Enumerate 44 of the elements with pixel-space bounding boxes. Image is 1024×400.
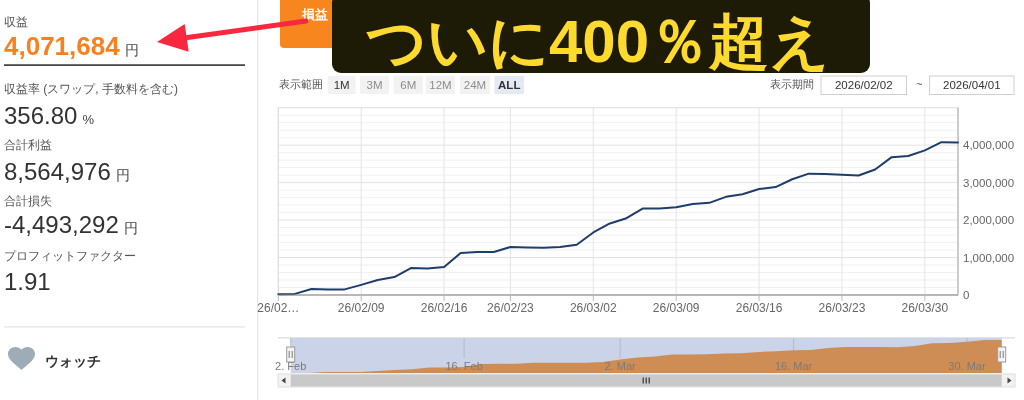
x-tick-label: 26/03/09 (652, 301, 700, 315)
text: 8,564,976 (4, 158, 111, 185)
x-tick-label: 26/03/30 (901, 301, 949, 315)
x-tick-label: 2. Feb (275, 360, 307, 372)
text: 円 (124, 42, 139, 58)
x-tick-label: 26/02/16 (420, 301, 468, 315)
text: 収益 (4, 15, 28, 29)
text: ついに400％超え (365, 8, 831, 75)
text: % (82, 112, 95, 127)
x-tick-label: 26/03/02 (569, 301, 617, 315)
text: ~ (916, 78, 923, 90)
x-tick-label: 16. Mar (774, 360, 813, 372)
x-tick-label: 26/03/16 (735, 301, 783, 315)
x-tick-label: 2. Mar (604, 360, 637, 372)
x-tick-label: 26/02… (257, 301, 300, 315)
text: 1M (333, 78, 350, 91)
x-tick-label: 26/03/23 (818, 301, 866, 315)
x-tick-label: 26/02/23 (487, 301, 535, 315)
line-series (277, 141, 959, 296)
text: 合計利益 (4, 138, 52, 152)
text: 2026/02/02 (834, 79, 893, 91)
text: ウォッチ (45, 353, 101, 369)
text: 2026/04/01 (943, 79, 1001, 91)
text: 6M (400, 78, 417, 91)
x-tick-label: 30. Mar (948, 360, 986, 372)
text: -4,493,292 (4, 211, 119, 238)
text: 円 (123, 220, 138, 236)
y-tick-label: 1,000,000 (963, 251, 1015, 264)
text: 表示範囲 (279, 78, 323, 90)
text: 収益率 (スワップ, 手数料を含む) (4, 82, 178, 96)
text: 円 (115, 167, 130, 183)
y-tick-label: 3,000,000 (963, 176, 1015, 189)
text: プロフィットファクター (4, 249, 136, 263)
y-tick-label: 0 (963, 289, 970, 302)
text: 356.80 (4, 102, 78, 129)
text: 1.91 (4, 268, 51, 295)
y-tick-label: 2,000,000 (963, 214, 1015, 227)
text: 表示期間 (770, 78, 814, 90)
x-tick-label: 26/02/09 (337, 301, 385, 315)
text: 3M (366, 78, 383, 91)
text: ALL (498, 78, 521, 91)
text: 合計損失 (4, 194, 52, 208)
text: 4,071,684 (4, 31, 121, 61)
y-tick-label: 4,000,000 (963, 139, 1015, 152)
